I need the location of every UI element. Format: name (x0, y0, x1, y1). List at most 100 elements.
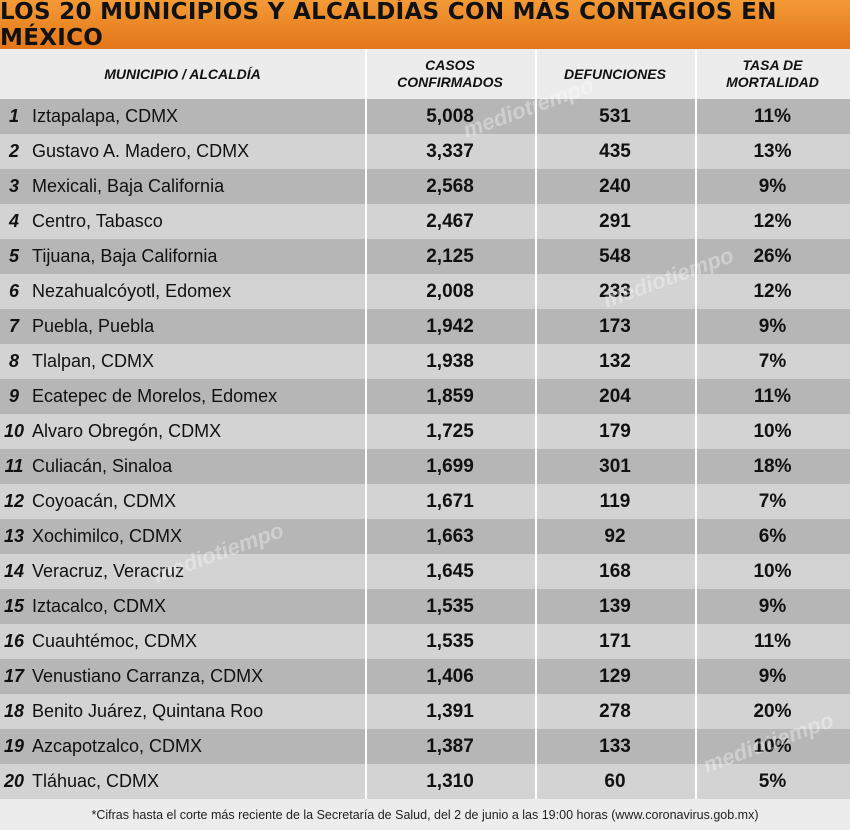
row-municipio: Veracruz, Veracruz (32, 561, 185, 581)
row-rank: 20 (3, 771, 25, 791)
row-municipio: Venustiano Carranza, CDMX (32, 666, 264, 686)
row-tasa: 13% (753, 140, 792, 162)
row-rank: 2 (8, 141, 19, 161)
table-row: 14 Veracruz, Veracruz 1,645 168 10% (0, 554, 850, 589)
row-municipio: Azcapotzalco, CDMX (32, 736, 203, 756)
row-rank: 16 (3, 631, 25, 651)
row-rank: 1 (8, 106, 19, 126)
row-casos: 1,938 (426, 350, 474, 372)
row-casos: 1,535 (426, 630, 474, 652)
row-tasa: 18% (753, 455, 792, 477)
table-row: 20 Tláhuac, CDMX 1,310 60 5% (0, 764, 850, 799)
row-rank: 11 (4, 456, 24, 476)
data-table: MUNICIPIO / ALCALDÍA CASOS CONFIRMADOS D… (0, 49, 850, 799)
row-rank: 5 (8, 246, 19, 266)
title-bar: LOS 20 MUNICIPIOS Y ALCALDÍAS CON MÁS CO… (0, 0, 850, 51)
row-municipio: Iztapalapa, CDMX (32, 106, 179, 126)
table-row: 4 Centro, Tabasco 2,467 291 12% (0, 204, 850, 239)
row-rank: 12 (3, 491, 25, 511)
row-casos: 2,008 (426, 280, 474, 302)
table-row: 15 Iztacalco, CDMX 1,535 139 9% (0, 589, 850, 624)
row-municipio: Gustavo A. Madero, CDMX (32, 141, 250, 161)
row-casos: 1,671 (426, 490, 474, 512)
row-defunciones: 119 (599, 490, 631, 512)
table-row: 7 Puebla, Puebla 1,942 173 9% (0, 309, 850, 344)
row-defunciones: 133 (599, 735, 631, 757)
row-municipio: Tijuana, Baja California (32, 246, 218, 266)
row-tasa: 12% (753, 210, 792, 232)
row-tasa: 5% (758, 770, 787, 792)
column-divider (365, 49, 367, 799)
row-tasa: 6% (758, 525, 787, 547)
row-tasa: 7% (758, 350, 787, 372)
row-defunciones: 139 (599, 595, 631, 617)
row-casos: 1,310 (426, 770, 474, 792)
row-defunciones: 179 (599, 420, 631, 442)
row-casos: 3,337 (426, 140, 474, 162)
table-header: MUNICIPIO / ALCALDÍA CASOS CONFIRMADOS D… (0, 49, 850, 99)
row-rank: 9 (8, 386, 19, 406)
row-casos: 1,663 (426, 525, 474, 547)
row-defunciones: 60 (604, 770, 626, 792)
table-row: 19 Azcapotzalco, CDMX 1,387 133 10% (0, 729, 850, 764)
row-rank: 13 (3, 526, 25, 546)
row-municipio: Benito Juárez, Quintana Roo (32, 701, 264, 721)
row-tasa: 11% (754, 385, 791, 407)
row-rank: 7 (8, 316, 19, 336)
row-casos: 1,406 (426, 665, 474, 687)
row-tasa: 12% (753, 280, 792, 302)
row-defunciones: 291 (599, 210, 631, 232)
row-rank: 6 (8, 281, 19, 301)
row-tasa: 10% (753, 560, 792, 582)
table-row: 17 Venustiano Carranza, CDMX 1,406 129 9% (0, 659, 850, 694)
table-row: 12 Coyoacán, CDMX 1,671 119 7% (0, 484, 850, 519)
row-casos: 1,942 (426, 315, 474, 337)
table-row: 8 Tlalpan, CDMX 1,938 132 7% (0, 344, 850, 379)
row-tasa: 9% (758, 665, 787, 687)
row-casos: 1,535 (426, 595, 474, 617)
row-municipio: Iztacalco, CDMX (32, 596, 167, 616)
row-rank: 8 (8, 351, 19, 371)
column-divider (695, 49, 697, 799)
table-row: 13 Xochimilco, CDMX 1,663 92 6% (0, 519, 850, 554)
table-row: 10 Alvaro Obregón, CDMX 1,725 179 10% (0, 414, 850, 449)
table-row: 2 Gustavo A. Madero, CDMX 3,337 435 13% (0, 134, 850, 169)
page-title: LOS 20 MUNICIPIOS Y ALCALDÍAS CON MÁS CO… (0, 0, 777, 51)
table-row: 9 Ecatepec de Morelos, Edomex 1,859 204 11% (0, 379, 850, 414)
row-defunciones: 129 (599, 665, 631, 687)
table-row: 1 Iztapalapa, CDMX 5,008 531 11% (0, 99, 850, 134)
row-defunciones: 173 (599, 315, 631, 337)
header-casos: CASOS CONFIRMADOS (397, 57, 503, 90)
row-tasa: 10% (753, 735, 792, 757)
row-defunciones: 171 (599, 630, 631, 652)
row-rank: 4 (8, 211, 19, 231)
row-casos: 1,699 (426, 455, 474, 477)
table-row: 11 Culiacán, Sinaloa 1,699 301 18% (0, 449, 850, 484)
row-tasa: 10% (753, 420, 792, 442)
row-defunciones: 301 (599, 455, 631, 477)
row-municipio: Nezahualcóyotl, Edomex (32, 281, 232, 301)
row-municipio: Tlalpan, CDMX (32, 351, 155, 371)
row-municipio: Xochimilco, CDMX (32, 526, 183, 546)
row-municipio: Cuauhtémoc, CDMX (32, 631, 198, 651)
table-row: 3 Mexicali, Baja California 2,568 240 9% (0, 169, 850, 204)
row-municipio: Ecatepec de Morelos, Edomex (32, 386, 278, 406)
row-tasa: 11% (754, 630, 791, 652)
row-rank: 17 (3, 666, 25, 686)
row-rank: 15 (3, 596, 25, 616)
row-casos: 1,645 (426, 560, 474, 582)
row-casos: 2,125 (426, 245, 474, 267)
row-defunciones: 240 (599, 175, 631, 197)
table-row: 5 Tijuana, Baja California 2,125 548 26% (0, 239, 850, 274)
row-rank: 3 (8, 176, 19, 196)
row-casos: 2,568 (426, 175, 474, 197)
row-defunciones: 233 (599, 280, 631, 302)
column-divider (535, 49, 537, 799)
row-casos: 1,387 (426, 735, 474, 757)
row-municipio: Mexicali, Baja California (32, 176, 225, 196)
row-defunciones: 204 (599, 385, 631, 407)
row-casos: 1,859 (426, 385, 474, 407)
header-defunciones: DEFUNCIONES (564, 65, 666, 82)
row-tasa: 20% (753, 700, 792, 722)
row-municipio: Tláhuac, CDMX (32, 771, 160, 791)
